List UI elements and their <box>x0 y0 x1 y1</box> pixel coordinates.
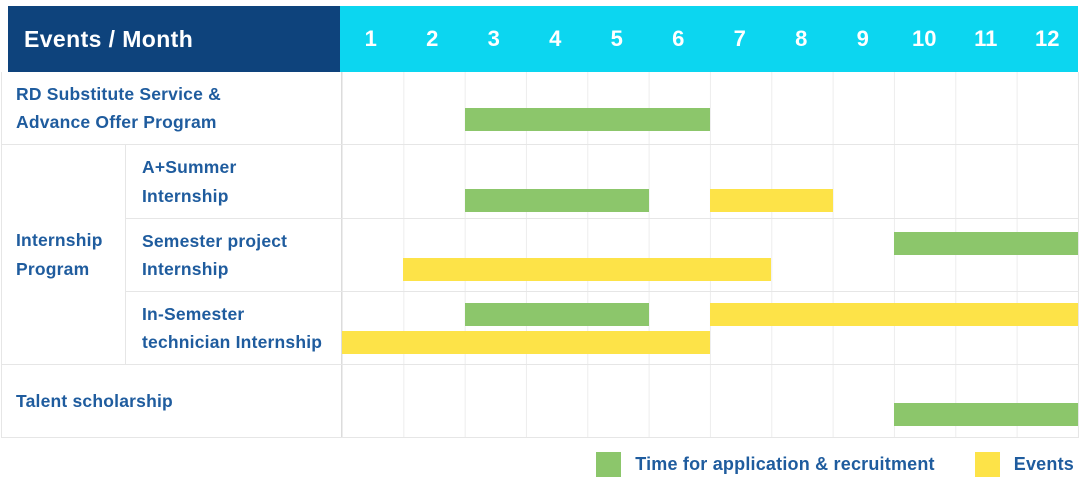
green-swatch-icon <box>596 452 622 477</box>
table-row: A+Summer Internship <box>126 145 1078 218</box>
gantt-bar <box>464 108 710 131</box>
row-label: Semester project Internship <box>142 227 287 284</box>
internship-program-group: Internship Program A+Summer Internship <box>2 145 1078 365</box>
gantt-bar <box>403 258 772 281</box>
row-label: RD Substitute Service & Advance Offer Pr… <box>16 80 221 137</box>
month-label: 11 <box>974 26 998 51</box>
table-row: Talent scholarship <box>2 365 1078 437</box>
gantt-bar <box>710 303 1078 326</box>
row-label-line: A+Summer <box>142 157 237 178</box>
row-timeline <box>341 72 1078 144</box>
month-label: 9 <box>856 26 869 51</box>
row-label-line: Talent scholarship <box>16 390 173 411</box>
row-label-line: Internship <box>142 259 229 279</box>
row-label: Talent scholarship <box>16 387 173 415</box>
row-label-cell: A+Summer Internship <box>126 145 341 218</box>
legend: Time for application & recruitment Event… <box>596 452 1074 477</box>
row-timeline <box>341 365 1078 437</box>
month-header: 1 2 3 4 5 6 7 8 9 10 11 12 <box>340 6 1078 72</box>
month-label: 12 <box>1035 26 1060 51</box>
legend-item-events: Events <box>974 452 1074 477</box>
row-label-line: Internship <box>142 185 229 206</box>
month-label: 7 <box>733 26 746 51</box>
month-label: 10 <box>912 26 937 51</box>
table-row: In-Semester technician Internship <box>126 291 1078 364</box>
row-timeline <box>341 292 1078 364</box>
row-label: A+Summer Internship <box>142 153 236 210</box>
gantt-bar <box>894 232 1078 255</box>
gantt-table-body: RD Substitute Service & Advance Offer Pr… <box>1 72 1079 438</box>
gantt-bar <box>464 303 649 326</box>
gantt-bar <box>710 189 833 212</box>
month-label: 1 <box>364 26 377 51</box>
row-label-line: RD Substitute Service & <box>16 83 221 104</box>
gantt-bar <box>464 189 649 212</box>
row-label-cell: RD Substitute Service & Advance Offer Pr… <box>2 72 341 144</box>
legend-item-application: Time for application & recruitment <box>596 452 935 477</box>
month-label: 6 <box>672 26 685 51</box>
yellow-swatch-icon <box>974 452 1000 477</box>
row-label: In-Semester technician Internship <box>142 300 322 357</box>
table-row: RD Substitute Service & Advance Offer Pr… <box>2 72 1078 145</box>
month-label: 4 <box>549 26 562 51</box>
row-timeline <box>341 219 1078 291</box>
group-rows: A+Summer Internship Semester project Int… <box>126 145 1078 364</box>
group-label: Internship Program <box>16 226 103 283</box>
page-title: Events / Month <box>24 25 194 52</box>
row-label-cell: Talent scholarship <box>2 365 341 437</box>
row-label-line: technician Internship <box>142 332 323 352</box>
month-label: 5 <box>610 26 623 51</box>
row-label-line: Advance Offer Program <box>16 112 217 132</box>
table-row: Semester project Internship <box>126 218 1078 291</box>
legend-label: Events <box>1013 454 1074 474</box>
gantt-bar <box>342 331 710 354</box>
row-label-line: In-Semester <box>142 303 245 324</box>
row-label-cell: Semester project Internship <box>126 219 341 291</box>
row-timeline <box>341 145 1078 218</box>
group-label-line: Program <box>16 258 90 279</box>
row-label-cell: In-Semester technician Internship <box>126 292 341 364</box>
group-label-cell: Internship Program <box>2 145 126 364</box>
group-label-line: Internship <box>16 230 103 251</box>
gantt-bar <box>894 403 1078 426</box>
legend-label: Time for application & recruitment <box>635 454 935 474</box>
table-header-row: Events / Month 1 2 3 4 5 6 7 8 9 10 11 12 <box>8 6 1078 72</box>
row-label-line: Semester project <box>142 230 288 251</box>
month-label: 2 <box>426 26 439 51</box>
month-label: 8 <box>795 26 808 51</box>
month-label: 3 <box>487 26 500 51</box>
table-title-cell: Events / Month <box>8 6 340 72</box>
